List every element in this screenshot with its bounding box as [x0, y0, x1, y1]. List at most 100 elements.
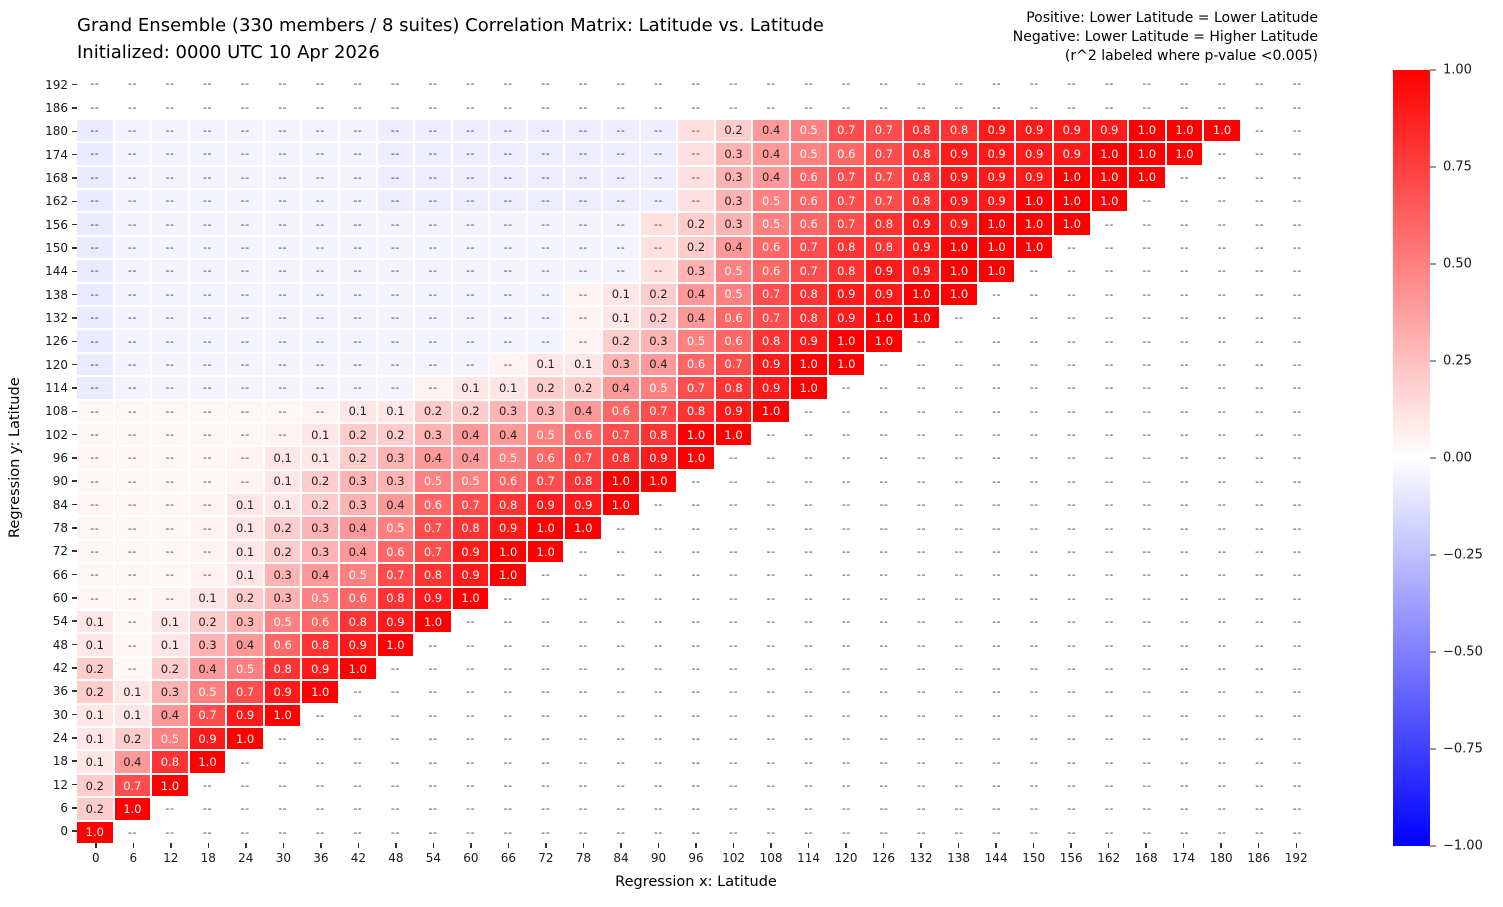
heatmap-cell: -- [340, 774, 376, 797]
heatmap-cell: -- [490, 236, 526, 259]
heatmap-cell: 0.2 [77, 798, 113, 820]
heatmap-cell: -- [1241, 634, 1278, 656]
heatmap-cell: -- [715, 704, 752, 727]
heatmap-cell: -- [866, 517, 902, 539]
heatmap-cell: -- [1129, 611, 1165, 633]
heatmap-cell: -- [152, 73, 188, 95]
heatmap-cell: 0.1 [340, 400, 376, 422]
heatmap-cell: -- [978, 798, 1015, 820]
heatmap-cell: -- [565, 751, 602, 773]
heatmap-cell: -- [1091, 798, 1128, 820]
heatmap-cell: -- [377, 751, 414, 773]
x-tick-mark [1295, 843, 1297, 848]
heatmap-cell: -- [1166, 587, 1203, 610]
y-tick-label: 192 [45, 77, 68, 92]
y-tick-label: 168 [45, 170, 68, 185]
heatmap-cell: -- [189, 166, 226, 188]
heatmap-cell: -- [152, 377, 188, 399]
heatmap-cell: 1.0 [77, 821, 113, 843]
heatmap-cell: -- [114, 189, 151, 212]
heatmap-cell: 0.3 [340, 494, 376, 516]
heatmap-cell: -- [452, 166, 489, 188]
heatmap-cell: -- [490, 821, 526, 843]
heatmap-cell: 1.0 [941, 283, 977, 305]
heatmap-cell: -- [152, 119, 188, 142]
x-tick-mark [170, 843, 172, 848]
heatmap-cell: 1.0 [1129, 119, 1165, 142]
heatmap-cell: 0.9 [941, 213, 977, 235]
heatmap-cell: -- [377, 236, 414, 259]
heatmap-cell: -- [565, 166, 602, 188]
heatmap-cell: -- [152, 166, 188, 188]
heatmap-cell: -- [715, 634, 752, 656]
heatmap-cell: -- [490, 119, 526, 142]
heatmap-cell: -- [1279, 306, 1315, 329]
heatmap-cell: -- [941, 657, 977, 680]
heatmap-cell: 0.2 [152, 657, 188, 680]
heatmap-cell: -- [340, 681, 376, 703]
heatmap-cell: 0.4 [302, 564, 339, 586]
heatmap-cell: -- [903, 517, 940, 539]
heatmap-cell: -- [1279, 400, 1315, 422]
heatmap-cell: -- [1091, 517, 1128, 539]
heatmap-cell: 0.3 [189, 634, 226, 656]
y-tick-label: 144 [45, 264, 68, 279]
heatmap-cell: -- [790, 96, 827, 118]
heatmap-cell: 0.1 [227, 517, 263, 539]
heatmap-cell: -- [527, 728, 564, 750]
heatmap-cell: -- [828, 681, 865, 703]
heatmap-cell: -- [753, 728, 789, 750]
y-tick-mark [72, 247, 77, 249]
x-tick: 48 [377, 843, 415, 865]
heatmap-cell: 0.4 [678, 306, 714, 329]
heatmap-cell: -- [640, 681, 677, 703]
heatmap-cell: -- [941, 587, 977, 610]
heatmap-cell: -- [377, 377, 414, 399]
heatmap-cell: -- [1016, 353, 1052, 376]
heatmap-cell: -- [941, 704, 977, 727]
heatmap-cell: -- [1204, 189, 1240, 212]
heatmap-cell: -- [1091, 587, 1128, 610]
heatmap-cell: -- [527, 236, 564, 259]
heatmap-cell: 0.3 [377, 470, 414, 493]
heatmap-cell: -- [640, 564, 677, 586]
colorbar-tick-label: 0.75 [1443, 159, 1472, 175]
heatmap-cell: -- [189, 330, 226, 352]
heatmap-cell: -- [189, 377, 226, 399]
heatmap-cell: -- [903, 611, 940, 633]
heatmap-cell: -- [715, 564, 752, 586]
heatmap-cell: -- [452, 657, 489, 680]
heatmap-cell: 0.4 [753, 166, 789, 188]
heatmap-cell: -- [1129, 73, 1165, 95]
heatmap-cell: -- [77, 236, 113, 259]
x-tick: 156 [1052, 843, 1090, 865]
heatmap-cell: -- [77, 400, 113, 422]
heatmap-cell: 0.6 [678, 353, 714, 376]
heatmap-cell: -- [1053, 704, 1090, 727]
heatmap-cell: -- [77, 96, 113, 118]
heatmap-cell: -- [415, 774, 451, 797]
heatmap-cell: -- [640, 704, 677, 727]
heatmap-cell: 0.7 [415, 540, 451, 563]
heatmap-cell: -- [828, 447, 865, 469]
heatmap-cell: -- [77, 119, 113, 142]
heatmap-cell: -- [189, 283, 226, 305]
heatmap-cell: -- [941, 751, 977, 773]
heatmap-cell: 0.2 [227, 587, 263, 610]
heatmap-cell: 0.5 [753, 189, 789, 212]
heatmap-cell: -- [640, 260, 677, 282]
heatmap-cell: -- [1129, 821, 1165, 843]
heatmap-cell: 0.3 [152, 681, 188, 703]
heatmap-cell: -- [1166, 447, 1203, 469]
y-tick-mark [72, 363, 77, 366]
heatmap-cell: -- [678, 73, 714, 95]
heatmap-cell: -- [1016, 657, 1052, 680]
heatmap-cell: -- [753, 634, 789, 656]
heatmap-cell: 0.1 [565, 353, 602, 376]
heatmap-cell: 0.8 [340, 611, 376, 633]
heatmap-cell: 0.9 [1091, 119, 1128, 142]
heatmap-cell: -- [828, 73, 865, 95]
heatmap-cell: 0.3 [302, 517, 339, 539]
heatmap-cell: -- [1204, 400, 1240, 422]
y-tick-mark [72, 200, 77, 203]
